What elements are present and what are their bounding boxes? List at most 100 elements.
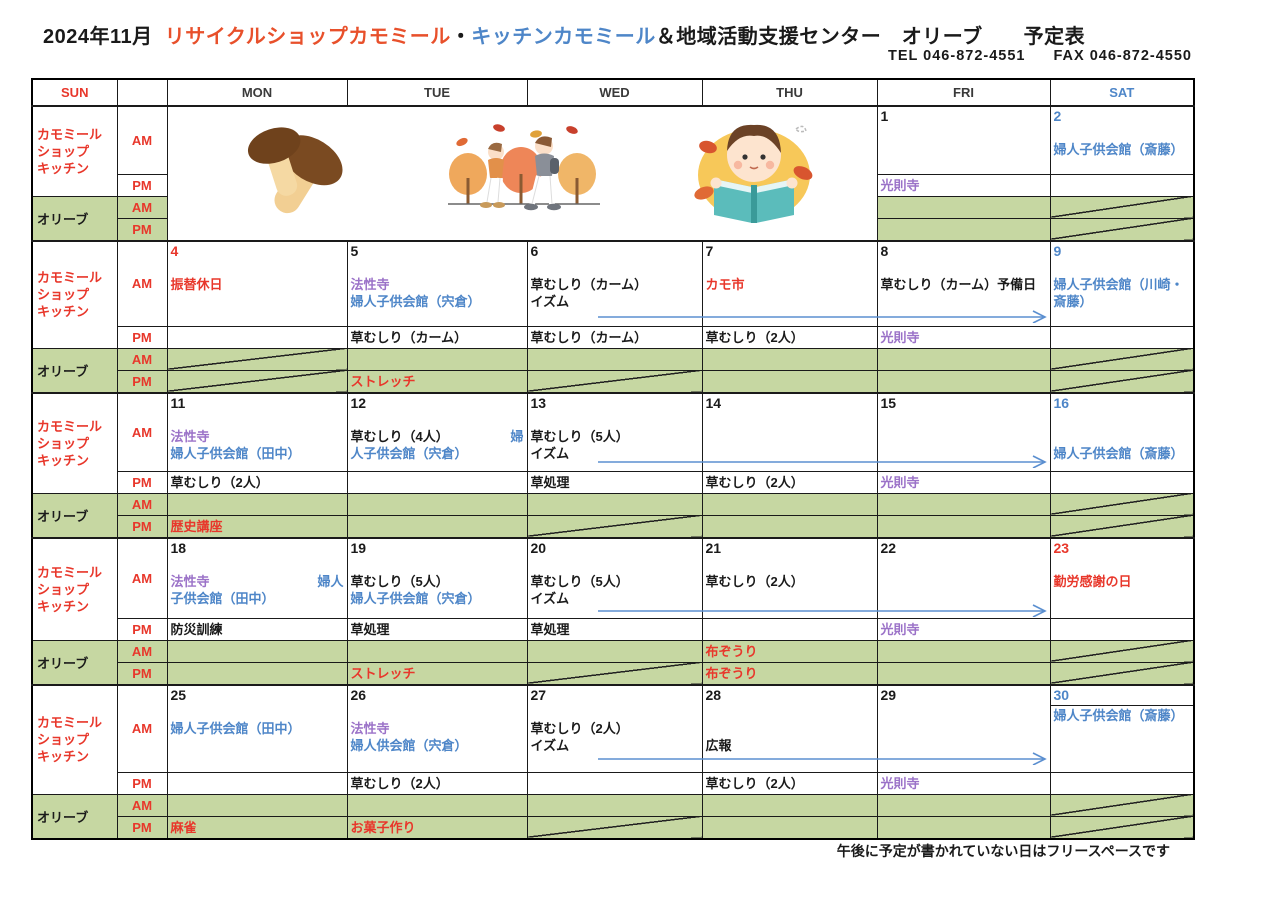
olive-am-row: オリーブ AM 布ぞうり xyxy=(31,639,1195,686)
olive-cell xyxy=(876,514,1051,539)
event-line: 草むしり（5人） xyxy=(528,428,702,445)
event-line: 人子供会館（宍倉） xyxy=(348,445,527,462)
day-cell-am: 1 xyxy=(876,105,1051,175)
day-number: 5 xyxy=(350,243,359,259)
day-number: 29 xyxy=(880,687,897,703)
day-cell-pm: 草処理 xyxy=(526,470,703,494)
event-text: 婦人子供会館（斎藤） xyxy=(1053,708,1184,723)
olive-cell xyxy=(701,793,878,817)
event-text: 光則寺 xyxy=(880,474,920,490)
event-text: イズム xyxy=(530,294,570,309)
event-text: 草むしり（2人） xyxy=(705,775,804,791)
header-fri: FRI xyxy=(876,78,1051,107)
day-cell-am: 6 草むしり（カーム） イズム xyxy=(526,240,1047,327)
day-number: 23 xyxy=(1053,540,1070,556)
camomile-label-line: カモミール xyxy=(37,418,103,434)
day-cell-am: 25 婦人子供会館（田中） xyxy=(166,684,348,773)
olive-cell xyxy=(701,492,878,516)
header-blank xyxy=(116,78,168,107)
day-number: 7 xyxy=(705,243,714,259)
olive-cell-crossed xyxy=(526,661,703,686)
event-line: 婦人子供会館（宍倉） xyxy=(348,293,527,310)
event-line: 婦人子供会館（斎藤） xyxy=(1051,707,1194,724)
olive-cell: お菓子作り xyxy=(346,815,528,840)
day-number: 13 xyxy=(530,395,547,411)
olive-cell-crossed xyxy=(1049,492,1195,516)
event-text: 草むしり（2人） xyxy=(530,721,629,736)
olive-pm-label: PM xyxy=(116,217,168,242)
olive-pm-label: PM xyxy=(116,661,168,686)
event-text: 勤労感謝の日 xyxy=(1053,574,1132,589)
olive-cell xyxy=(166,793,348,817)
olive-cell xyxy=(166,639,348,663)
camomile-row-label: カモミール ショップ キッチン xyxy=(31,240,118,349)
day-cell-am: 21 草むしり（2人） xyxy=(701,537,878,619)
day-number: 22 xyxy=(880,540,897,556)
olive-cell-crossed xyxy=(1049,514,1195,539)
day-cell-am: 14 xyxy=(701,392,878,472)
event-text: イズム xyxy=(530,446,570,461)
event-text: 婦人子供会館（川崎・斎藤） xyxy=(1053,277,1184,309)
olive-pm-row: PM 麻雀 お菓子作り xyxy=(32,815,1195,840)
day-cell-pm: 草むしり（2人） xyxy=(701,771,878,795)
olive-am-row: オリーブ AM xyxy=(31,793,1195,840)
event-text: 歴史講座 xyxy=(170,518,223,534)
page-title: 2024年11月 リサイクルショップカモミール・キッチンカモミール＆地域活動支援… xyxy=(43,20,1085,49)
olive-cell: 布ぞうり xyxy=(701,661,878,686)
day-cell-pm xyxy=(1049,617,1195,641)
day-cell-am: 30 婦人子供会館（斎藤） xyxy=(1049,684,1195,773)
illustrations-wrap xyxy=(168,111,877,237)
week-pm-row: PM 草むしり（カーム） 草むしり（カーム） 草むしり（2人） 光則寺 xyxy=(32,325,1195,349)
event-line: 麻雀 xyxy=(168,819,347,836)
event-text: 光則寺 xyxy=(880,775,920,791)
event-text: 広報 xyxy=(705,738,732,753)
olive-cell xyxy=(701,514,878,539)
olive-cell xyxy=(346,347,528,371)
olive-row-label: オリーブ xyxy=(31,347,118,394)
camomile-pm-label: PM xyxy=(116,617,168,641)
day-cell-pm xyxy=(1049,470,1195,494)
schedule-table: SUN MON TUE WED THU FRI SAT カモミール ショップ キッチ… xyxy=(31,78,1195,840)
day-cell-am: 26 法性寺 婦人供会館（宍倉） xyxy=(346,684,528,773)
olive-cell xyxy=(876,815,1051,840)
event-text: ストレッチ xyxy=(350,665,416,681)
day-cell-am: 8 草むしり（カーム）予備日 xyxy=(876,240,1051,327)
week-am-row: カモミール ショップ キッチン AM 11 法性寺 婦人子供会館（田中） 12 草むしり（4人）… xyxy=(31,392,1195,494)
olive-am-row: オリーブ AM xyxy=(31,492,1195,539)
event-text: 法性寺 xyxy=(350,721,390,736)
event-line: 草むしり（5人） xyxy=(528,573,702,590)
event-text: 振替休日 xyxy=(170,277,223,292)
fax-number: FAX 046-872-4550 xyxy=(1053,48,1192,64)
event-text: 婦人子供会館（斎藤） xyxy=(1053,142,1184,157)
header-tue: TUE xyxy=(346,78,528,107)
event-line: 草むしり（カーム） xyxy=(528,329,702,346)
day-number: 19 xyxy=(350,540,367,556)
olive-cell xyxy=(701,815,878,840)
event-text: 光則寺 xyxy=(880,329,920,345)
camomile-label-line: ショップ xyxy=(37,435,90,451)
day-cell-am: 20 草むしり（5人） イズム xyxy=(526,537,1047,619)
autumn-walk-illustration xyxy=(447,123,600,210)
event-text: 草処理 xyxy=(530,474,570,490)
day-cell-pm: 草処理 xyxy=(346,617,528,641)
title-dot: ・ xyxy=(450,26,472,48)
event-line: 光則寺 xyxy=(878,474,1050,491)
olive-am-row: オリーブ AM xyxy=(31,347,1195,394)
day-cell-pm: 草むしり（2人） xyxy=(701,325,878,349)
event-line: ストレッチ xyxy=(348,665,527,682)
event-text: 草むしり（カーム） xyxy=(350,329,468,345)
camomile-label-line: カモミール xyxy=(37,564,103,580)
event-line: 草むしり（2人） xyxy=(703,775,877,792)
olive-cell xyxy=(876,639,1051,663)
event-line: 草むしり（2人） xyxy=(703,573,877,590)
event-line: 歴史講座 xyxy=(168,518,347,535)
camomile-row-label: カモミール ショップ キッチン xyxy=(31,392,118,494)
olive-am-label: AM xyxy=(116,195,168,219)
olive-cell xyxy=(876,492,1051,516)
day-cell-am: 2 婦人子供会館（斎藤） xyxy=(1049,105,1195,175)
event-text: 婦人 xyxy=(317,574,344,589)
event-line: 法性寺 xyxy=(348,720,527,737)
day-number: 30 xyxy=(1050,686,1193,706)
olive-cell xyxy=(346,793,528,817)
event-line: イズム xyxy=(528,590,702,607)
